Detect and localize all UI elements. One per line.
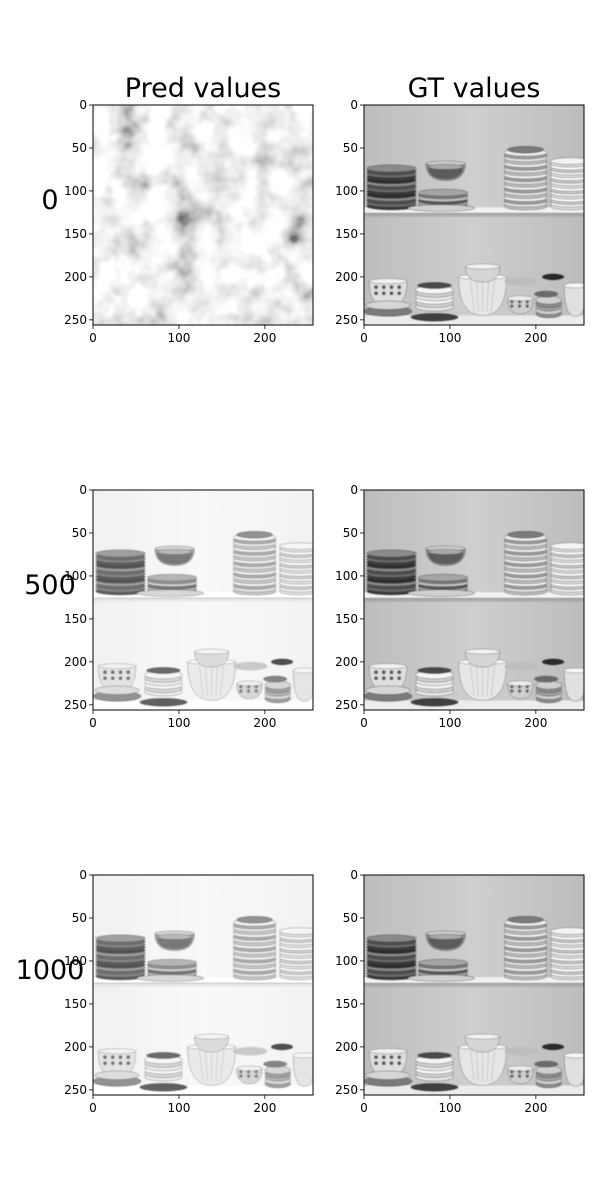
- x-tick-label: 100: [167, 1101, 190, 1115]
- y-tick-label: 200: [64, 270, 87, 284]
- column-title-1: GT values: [408, 73, 541, 104]
- x-tick-label: 100: [167, 331, 190, 345]
- x-tick-label: 200: [524, 331, 547, 345]
- x-tick-label: 100: [438, 716, 461, 730]
- y-tick-label: 0: [350, 868, 358, 882]
- y-tick-label: 100: [335, 569, 358, 583]
- panel-frame: [363, 104, 585, 326]
- row-label-1: 500: [24, 570, 76, 601]
- y-tick-label: 50: [72, 526, 87, 540]
- y-tick-label: 250: [335, 1083, 358, 1097]
- y-tick-label: 0: [350, 98, 358, 112]
- y-tick-label: 150: [335, 612, 358, 626]
- y-tick-label: 100: [64, 954, 87, 968]
- panel-image: [364, 490, 584, 710]
- y-tick-label: 50: [72, 141, 87, 155]
- y-tick-label: 50: [72, 911, 87, 925]
- y-tick-label: 150: [64, 227, 87, 241]
- y-tick-label: 0: [79, 98, 87, 112]
- x-tick-label: 0: [89, 716, 97, 730]
- y-tick-label: 100: [335, 954, 358, 968]
- y-tick-label: 200: [335, 1040, 358, 1054]
- panel-image: [93, 875, 313, 1095]
- y-tick-label: 250: [64, 698, 87, 712]
- x-tick-label: 100: [438, 1101, 461, 1115]
- y-tick-label: 100: [64, 184, 87, 198]
- x-tick-label: 100: [167, 716, 190, 730]
- panel-frame: [92, 489, 314, 711]
- x-tick-label: 0: [360, 716, 368, 730]
- x-tick-label: 100: [438, 331, 461, 345]
- y-tick-label: 200: [64, 1040, 87, 1054]
- panel-frame: [363, 874, 585, 1096]
- y-tick-label: 100: [64, 569, 87, 583]
- y-tick-label: 200: [335, 655, 358, 669]
- y-tick-label: 200: [335, 270, 358, 284]
- y-tick-label: 250: [335, 698, 358, 712]
- panel-frame: [363, 489, 585, 711]
- x-tick-label: 0: [89, 1101, 97, 1115]
- y-tick-label: 0: [79, 483, 87, 497]
- y-tick-label: 0: [79, 868, 87, 882]
- y-tick-label: 50: [343, 526, 358, 540]
- y-tick-label: 150: [335, 227, 358, 241]
- y-tick-label: 50: [343, 911, 358, 925]
- panel-image: [93, 105, 313, 325]
- y-tick-label: 250: [64, 313, 87, 327]
- y-tick-label: 150: [335, 997, 358, 1011]
- panel-image: [93, 490, 313, 710]
- x-tick-label: 200: [253, 716, 276, 730]
- panel-frame: [92, 874, 314, 1096]
- row-label-2: 1000: [16, 955, 85, 986]
- panel-frame: [92, 104, 314, 326]
- column-title-0: Pred values: [125, 73, 281, 104]
- y-tick-label: 250: [64, 1083, 87, 1097]
- x-tick-label: 200: [524, 1101, 547, 1115]
- column-titles: Pred values GT values: [125, 73, 541, 104]
- y-tick-label: 0: [350, 483, 358, 497]
- panel-image: [364, 875, 584, 1095]
- x-tick-label: 200: [253, 1101, 276, 1115]
- row-label-0: 0: [41, 185, 58, 216]
- x-tick-label: 0: [360, 331, 368, 345]
- y-tick-label: 50: [343, 141, 358, 155]
- x-tick-label: 0: [89, 331, 97, 345]
- x-tick-label: 0: [360, 1101, 368, 1115]
- x-tick-label: 200: [524, 716, 547, 730]
- x-tick-label: 200: [253, 331, 276, 345]
- y-tick-label: 150: [64, 612, 87, 626]
- y-tick-label: 150: [64, 997, 87, 1011]
- y-tick-label: 100: [335, 184, 358, 198]
- panel-image: [364, 105, 584, 325]
- y-tick-label: 250: [335, 313, 358, 327]
- y-tick-label: 200: [64, 655, 87, 669]
